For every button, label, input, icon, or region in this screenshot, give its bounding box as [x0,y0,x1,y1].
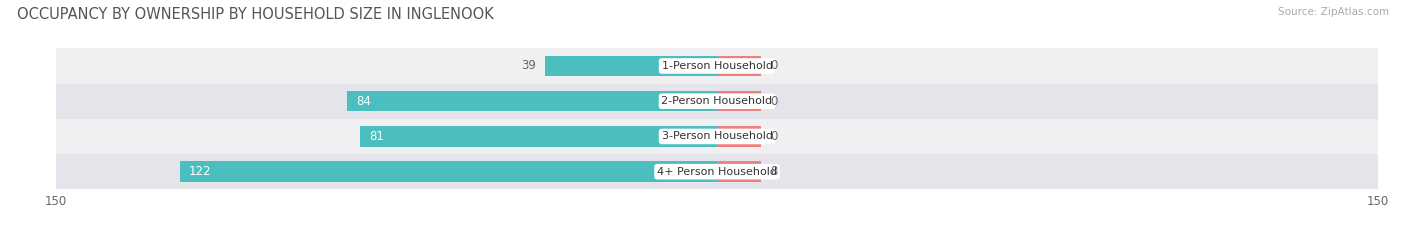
Text: 122: 122 [188,165,211,178]
Text: 2-Person Household: 2-Person Household [661,96,773,106]
Bar [56,84,1378,119]
Text: 0: 0 [770,130,778,143]
Bar [56,48,1378,84]
Bar [360,126,717,147]
Text: 3-Person Household: 3-Person Household [662,131,772,141]
Bar [717,56,761,76]
Text: 39: 39 [522,59,537,72]
Bar [180,161,717,182]
Text: OCCUPANCY BY OWNERSHIP BY HOUSEHOLD SIZE IN INGLENOOK: OCCUPANCY BY OWNERSHIP BY HOUSEHOLD SIZE… [17,7,494,22]
Text: 4+ Person Household: 4+ Person Household [657,167,778,177]
Bar [717,126,761,147]
Bar [546,56,717,76]
Text: 0: 0 [770,95,778,108]
Text: 0: 0 [770,59,778,72]
Text: 1-Person Household: 1-Person Household [662,61,772,71]
Text: Source: ZipAtlas.com: Source: ZipAtlas.com [1278,7,1389,17]
Text: 81: 81 [368,130,384,143]
Bar [717,161,761,182]
Bar [56,119,1378,154]
Text: 8: 8 [770,165,778,178]
Bar [717,91,761,111]
Bar [56,154,1378,189]
Text: 84: 84 [356,95,371,108]
Bar [347,91,717,111]
